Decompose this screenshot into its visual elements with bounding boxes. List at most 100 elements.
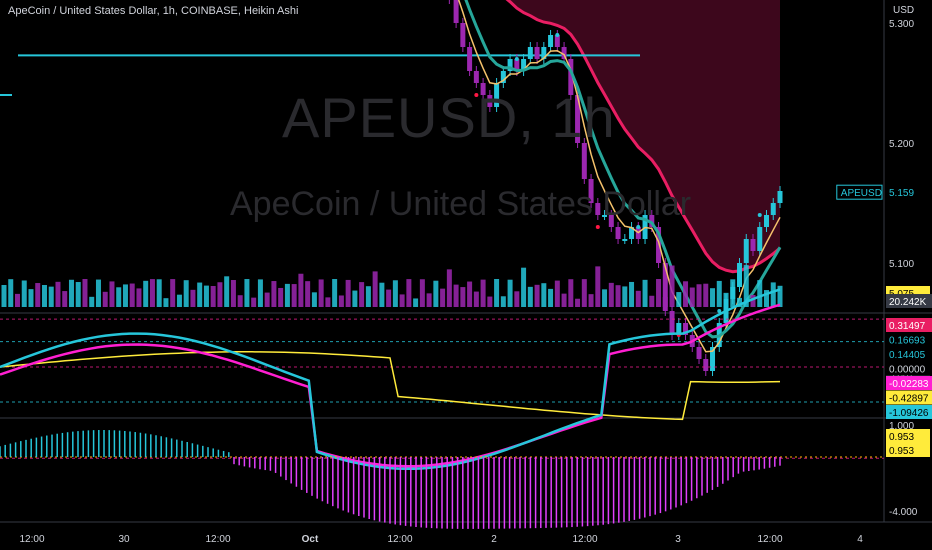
osc-axis-label-bg bbox=[886, 347, 932, 361]
volume-bar bbox=[656, 279, 662, 307]
candle-body bbox=[737, 263, 743, 287]
fast-ma-line bbox=[457, 0, 781, 353]
volume-bar bbox=[8, 279, 14, 307]
price-tick-label: 5.300 bbox=[889, 19, 914, 30]
volume-bar bbox=[595, 266, 601, 307]
volume-bar bbox=[602, 289, 608, 307]
chart-title: ApeCoin / United States Dollar, 1h, COIN… bbox=[8, 5, 299, 17]
volume-bar bbox=[224, 276, 230, 307]
volume-bar bbox=[662, 297, 668, 307]
volume-bar bbox=[136, 288, 142, 307]
osc-axis-label: 0.14405 bbox=[889, 350, 926, 361]
volume-bar bbox=[345, 279, 351, 307]
volume-bar bbox=[28, 289, 34, 307]
volume-bar bbox=[737, 297, 743, 307]
candle-body bbox=[743, 239, 749, 263]
volume-bar bbox=[534, 284, 540, 307]
volume-bar bbox=[386, 289, 392, 307]
volume-bar bbox=[359, 282, 365, 307]
candle-body bbox=[615, 227, 621, 239]
volume-bar bbox=[629, 281, 635, 307]
candle-body bbox=[656, 227, 662, 263]
candle-body bbox=[764, 215, 770, 227]
hist-current-label-bg bbox=[886, 443, 930, 457]
volume-bar bbox=[527, 286, 533, 307]
candle-body bbox=[554, 35, 560, 47]
volume-bar bbox=[723, 292, 729, 307]
x-tick-label: Oct bbox=[302, 534, 319, 545]
volume-bar bbox=[561, 293, 567, 307]
candle-body bbox=[568, 59, 574, 95]
volume-bar bbox=[14, 293, 20, 307]
volume-bar bbox=[149, 279, 155, 307]
volume-bar bbox=[514, 291, 520, 307]
candle-body bbox=[602, 215, 608, 217]
candle-body bbox=[777, 191, 783, 203]
candle-body bbox=[581, 143, 587, 179]
volume-bar bbox=[703, 283, 709, 307]
volume-bar bbox=[372, 271, 378, 307]
volume-bar bbox=[82, 279, 88, 307]
volume-bar bbox=[750, 294, 756, 307]
volume-bar bbox=[433, 280, 439, 307]
histogram-bars bbox=[0, 430, 781, 529]
volume-bar bbox=[716, 280, 722, 307]
volume-bar bbox=[278, 287, 284, 307]
volume-bar bbox=[710, 288, 716, 307]
volume-bar bbox=[190, 289, 196, 307]
x-tick-label: 12:00 bbox=[205, 534, 230, 545]
price-tag-label-bg bbox=[886, 294, 932, 308]
volume-bar bbox=[75, 282, 81, 307]
signal-dot bbox=[757, 213, 762, 217]
x-tick-label: 12:00 bbox=[19, 534, 44, 545]
osc-axis-label: 0.00000 bbox=[889, 365, 926, 376]
trend-line-cyan bbox=[464, 0, 782, 339]
signal-dot bbox=[474, 93, 479, 97]
candle-body bbox=[527, 47, 533, 59]
volume-bar bbox=[649, 295, 655, 307]
volume-bar bbox=[257, 279, 263, 307]
volume-bar bbox=[129, 283, 135, 307]
x-tick-label: 2 bbox=[491, 534, 497, 545]
volume-bar bbox=[622, 286, 628, 307]
volume-bar bbox=[689, 287, 695, 307]
price-tag-label: 5.159 bbox=[889, 188, 914, 199]
symbol-tag: APEUSD bbox=[841, 188, 882, 199]
x-tick-label: 12:00 bbox=[757, 534, 782, 545]
volume-bar bbox=[730, 279, 736, 307]
candle-body bbox=[521, 59, 527, 71]
candle-body bbox=[683, 323, 689, 335]
volume-bar bbox=[332, 279, 338, 307]
osc-axis-label: 0.16693 bbox=[889, 336, 926, 347]
volume-bar bbox=[48, 286, 54, 307]
volume-bar bbox=[41, 285, 47, 307]
volume-bar bbox=[325, 297, 331, 307]
x-tick-label: 4 bbox=[857, 534, 863, 545]
candle-body bbox=[757, 227, 763, 251]
volume-bar bbox=[35, 283, 41, 307]
volume-bar bbox=[95, 279, 101, 307]
volume-bar bbox=[163, 298, 169, 307]
signal-dot bbox=[514, 57, 519, 61]
candle-body bbox=[453, 0, 459, 23]
volume-bar bbox=[1, 285, 7, 307]
volume-bar bbox=[743, 265, 749, 307]
volume-bar bbox=[21, 280, 27, 307]
volume-bar bbox=[318, 279, 324, 307]
candle-body bbox=[588, 179, 594, 203]
candle-body bbox=[608, 215, 614, 227]
candle-body bbox=[649, 215, 655, 227]
volume-bar bbox=[55, 281, 61, 307]
volume-bar bbox=[183, 280, 189, 307]
osc-axis-label: -1.09426 bbox=[889, 408, 929, 419]
candle-body bbox=[770, 203, 776, 215]
volume-bar bbox=[575, 298, 581, 307]
volume-bar bbox=[284, 283, 290, 307]
volume-bar bbox=[460, 287, 466, 307]
volume-bar bbox=[426, 293, 432, 307]
osc-cyan-line bbox=[0, 288, 781, 471]
candle-body bbox=[575, 95, 581, 143]
volume-bar bbox=[642, 279, 648, 307]
volume-bar bbox=[500, 296, 506, 307]
